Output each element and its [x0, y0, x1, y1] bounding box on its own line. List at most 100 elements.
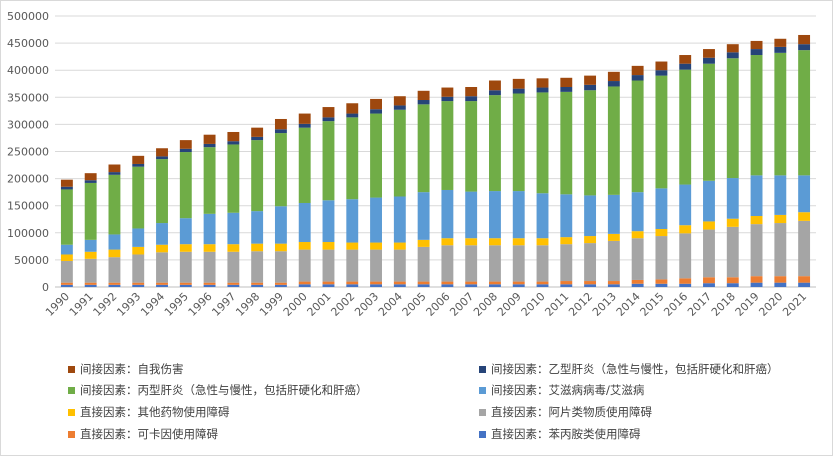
x-tick-label: 2015 [638, 290, 667, 319]
bar-segment [465, 96, 478, 102]
legend-swatch [479, 430, 486, 438]
legend-swatch [479, 408, 486, 416]
bar-segment [703, 57, 715, 64]
bar-segment [536, 193, 549, 239]
bar-segment [132, 282, 145, 285]
bar-segment [631, 279, 644, 284]
bar-segment [393, 281, 406, 285]
bar-segment [441, 87, 454, 97]
bar-segment [346, 103, 359, 114]
bar-segment [631, 75, 644, 81]
x-tick-label: 2020 [756, 290, 785, 319]
bar-segment [132, 246, 145, 255]
bar-segment [774, 282, 787, 287]
bar-segment [441, 238, 454, 246]
x-tick-label: 1997 [209, 290, 238, 319]
bar-segment [798, 220, 811, 277]
bar-segment [703, 49, 715, 58]
bar-segment [132, 254, 145, 283]
bar-segment [156, 282, 168, 285]
bar-segment [560, 87, 573, 92]
bar-segment [774, 46, 787, 53]
bar-segment [655, 279, 668, 284]
bar-segment [60, 284, 73, 287]
x-tick-label: 2017 [685, 290, 714, 319]
bar-segment [108, 174, 121, 235]
bar-segment [536, 281, 549, 285]
bar-segment [798, 276, 811, 283]
bar-segment [441, 245, 454, 282]
bar-segment [156, 159, 168, 224]
bar-segment [393, 284, 406, 287]
legend-swatch [479, 365, 486, 373]
bar-segment [370, 281, 382, 285]
bar-segment [393, 196, 406, 243]
bar-segment [607, 240, 620, 282]
bar-segment [179, 140, 192, 149]
bar-segment [607, 281, 620, 285]
bar-segment [60, 282, 73, 285]
bar-segment [726, 52, 739, 59]
y-tick-label: 450000 [7, 37, 49, 50]
bar-segment [536, 245, 549, 282]
bar-segment [584, 281, 597, 285]
bar-segment [60, 186, 73, 190]
legend-swatch [68, 365, 75, 373]
bar-segment [631, 65, 644, 76]
bar-segment [227, 284, 240, 287]
bar-segment [108, 164, 121, 173]
legend-label: 直接因素：苯丙胺类使用障碍 [491, 427, 641, 441]
x-tick-label: 2016 [661, 290, 690, 319]
bar-segment [298, 113, 311, 124]
legend-swatch [68, 386, 75, 394]
bar-segment [512, 245, 525, 282]
bar-segment [393, 249, 406, 282]
x-tick-label: 2014 [614, 290, 643, 319]
bar-segment [489, 95, 501, 192]
bar-segment [679, 278, 692, 284]
y-tick-label: 500000 [7, 10, 49, 23]
x-tick-label: 2009 [495, 290, 524, 319]
bar-segment [750, 40, 763, 50]
bar-segment [322, 284, 335, 287]
bar-segment [679, 69, 692, 185]
bar-segment [798, 34, 811, 45]
bar-segment [798, 282, 811, 287]
bar-segment [679, 233, 692, 279]
x-tick-label: 1993 [114, 290, 143, 319]
y-tick-label: 300000 [7, 118, 49, 131]
bar-segment [322, 242, 335, 250]
x-tick-label: 2012 [566, 290, 595, 319]
bar-segment [750, 49, 763, 56]
x-tick-label: 2005 [400, 290, 429, 319]
bar-segment [179, 148, 192, 153]
bar-segment [60, 179, 73, 187]
bar-segment [417, 281, 430, 285]
bar-segment [274, 206, 287, 244]
bar-segment [726, 226, 739, 278]
bar-segment [726, 178, 739, 219]
bar-segment [203, 284, 216, 287]
bar-segment [84, 251, 97, 259]
bar-segment [489, 191, 501, 239]
bar-segment [274, 129, 287, 134]
bar-segment [417, 284, 430, 287]
legend-item-hiv-aids: 间接因素：艾滋病病毒/艾滋病 [479, 382, 644, 398]
bar-segment [227, 131, 240, 142]
bar-segment [298, 202, 311, 243]
bar-segment [322, 249, 335, 282]
bar-segment [60, 189, 73, 245]
bar-segment [465, 87, 478, 97]
bar-segment [322, 281, 335, 285]
bar-segment [726, 277, 739, 284]
bar-segment [370, 113, 382, 198]
bar-segment [346, 281, 359, 285]
bar-segment [227, 244, 240, 252]
bar-segment [393, 109, 406, 197]
bar-segment [679, 225, 692, 234]
bar-segment [203, 134, 216, 144]
x-tick-label: 2008 [471, 290, 500, 319]
x-tick-label: 1991 [67, 290, 96, 319]
bar-segment [489, 238, 501, 246]
bar-segment [251, 284, 264, 287]
